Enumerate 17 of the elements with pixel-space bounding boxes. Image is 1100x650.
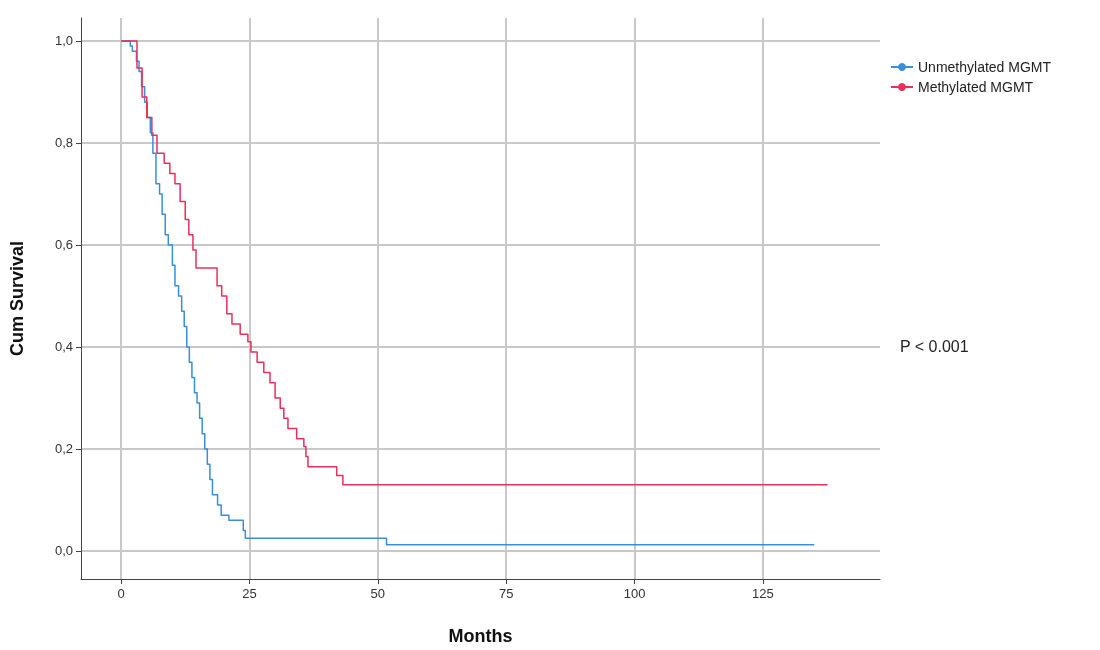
x-tick-label: 0: [117, 586, 125, 601]
y-axis-title: Cum Survival: [7, 240, 27, 357]
y-tick-label: 0,0: [54, 543, 73, 559]
x-tick-label: 75: [498, 586, 514, 601]
x-tick-label: 25: [242, 586, 257, 601]
legend-label: Unmethylated MGMT: [918, 59, 1052, 75]
y-tick-label: 0,4: [54, 339, 73, 355]
x-axis-title: Months: [448, 626, 513, 646]
x-tick-label: 125: [752, 586, 774, 601]
y-tick-label: 0,6: [54, 237, 73, 253]
y-tick-label: 1,0: [54, 33, 73, 49]
y-tick-label: 0,8: [54, 135, 73, 151]
legend-label: Methylated MGMT: [918, 79, 1034, 95]
text: P < 0.001: [900, 337, 969, 355]
y-tick-label: 0,2: [54, 441, 73, 457]
x-tick-label: 50: [370, 586, 386, 601]
x-tick-label: 100: [623, 586, 646, 601]
